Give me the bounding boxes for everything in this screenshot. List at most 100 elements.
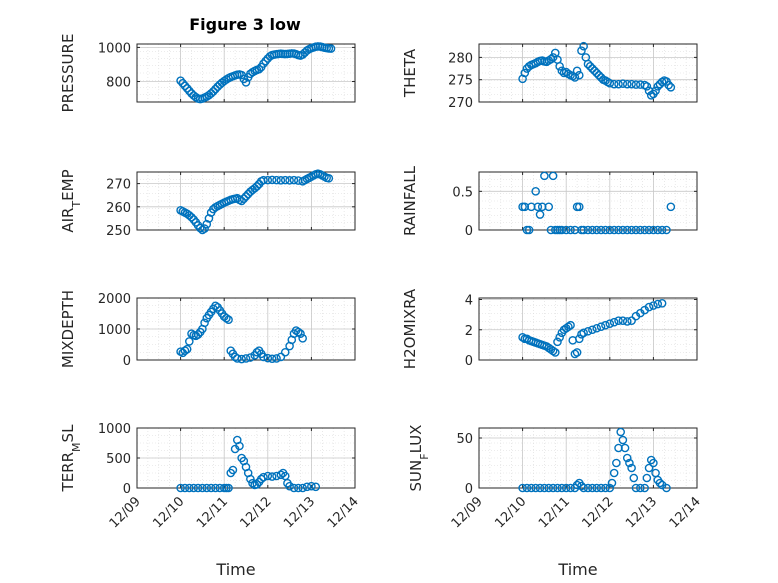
data-point — [206, 483, 216, 493]
data-point — [189, 483, 198, 493]
data-point — [579, 225, 588, 235]
x-tick-label: 12/11 — [194, 494, 231, 531]
y-tick-label: 0 — [465, 482, 473, 497]
data-point — [605, 483, 615, 493]
data-point — [657, 225, 667, 235]
data-point — [180, 81, 190, 91]
data-point — [259, 59, 268, 68]
y-axis-label: AIRTEMP — [59, 169, 83, 232]
data-point — [252, 480, 262, 489]
data-point — [583, 483, 593, 493]
data-point — [294, 483, 303, 493]
y-axis-label: PRESSURE — [59, 34, 77, 113]
data-point — [237, 196, 246, 206]
data-point — [666, 202, 676, 212]
data-point — [622, 317, 632, 326]
data-point — [178, 78, 188, 88]
data-point — [588, 225, 597, 235]
data-point — [644, 463, 654, 473]
data-point — [564, 322, 573, 332]
data-point — [285, 481, 294, 491]
y-tick-label: 50 — [456, 432, 473, 447]
subplot-3: 250 260 270 AIRTEMP — [59, 169, 356, 239]
data-point — [241, 192, 251, 201]
x-tick-label: 12/09 — [107, 494, 144, 531]
data-point — [585, 62, 595, 71]
data-point — [228, 465, 238, 475]
data-point — [267, 472, 277, 481]
subplot-2: 270 275 280 THETA — [401, 41, 698, 111]
data-point — [261, 56, 270, 66]
data-point — [601, 225, 610, 235]
data-point — [618, 225, 628, 235]
data-point — [605, 78, 615, 88]
data-point — [272, 175, 281, 185]
y-tick-label: 280 — [448, 51, 473, 66]
data-point — [187, 212, 196, 222]
data-point — [583, 59, 593, 69]
data-point — [280, 347, 290, 357]
data-point — [605, 319, 615, 329]
data-point — [182, 344, 192, 354]
data-point — [211, 301, 220, 311]
data-point — [276, 176, 286, 185]
data-point — [524, 225, 534, 235]
data-point — [211, 483, 220, 493]
data-point — [636, 483, 645, 493]
x-tick-label: 12/14 — [325, 494, 362, 531]
data-point — [579, 483, 588, 493]
axes-box — [136, 43, 356, 103]
data-point — [640, 225, 649, 235]
y-tick-label: 0 — [465, 224, 473, 239]
data-point — [531, 187, 540, 196]
data-point — [609, 79, 619, 89]
data-point — [594, 70, 604, 80]
data-point — [577, 46, 586, 55]
x-axis-label: Time — [215, 560, 255, 579]
y-tick-label: 2000 — [98, 292, 131, 307]
data-point — [180, 483, 190, 493]
data-point — [612, 458, 621, 468]
data-point — [557, 483, 567, 493]
data-point — [252, 347, 262, 357]
data-point — [555, 62, 564, 71]
data-point — [644, 225, 654, 235]
data-point — [609, 225, 619, 235]
data-point — [276, 470, 286, 480]
data-point — [548, 346, 558, 356]
data-point — [182, 84, 192, 93]
x-tick-label: 12/12 — [580, 494, 617, 531]
data-point — [601, 483, 610, 493]
axes-box — [478, 171, 698, 231]
data-point — [649, 225, 658, 235]
data-point — [254, 64, 264, 74]
data-point — [208, 87, 218, 96]
data-point — [285, 176, 294, 185]
data-point — [548, 53, 558, 62]
subplot-5: 0 1000 2000 MIXDEPTH — [59, 290, 356, 369]
data-point — [535, 483, 545, 493]
data-point — [520, 68, 530, 78]
data-point — [239, 194, 249, 203]
data-point — [625, 458, 634, 468]
data-point — [540, 483, 549, 493]
data-point — [267, 175, 277, 185]
data-point — [627, 316, 636, 325]
data-point — [176, 76, 185, 85]
data-point — [298, 333, 307, 343]
data-point — [607, 478, 617, 488]
data-point — [566, 320, 575, 330]
data-point — [649, 458, 658, 468]
data-point — [555, 333, 564, 342]
data-point — [200, 318, 209, 328]
y-tick-label: 260 — [106, 201, 131, 216]
data-point — [185, 86, 194, 96]
data-point — [533, 202, 543, 212]
data-point — [544, 483, 554, 493]
data-point — [583, 326, 593, 336]
data-point — [544, 202, 554, 212]
data-point — [176, 483, 185, 493]
data-point — [553, 483, 562, 493]
x-axis-label: Time — [557, 560, 597, 579]
